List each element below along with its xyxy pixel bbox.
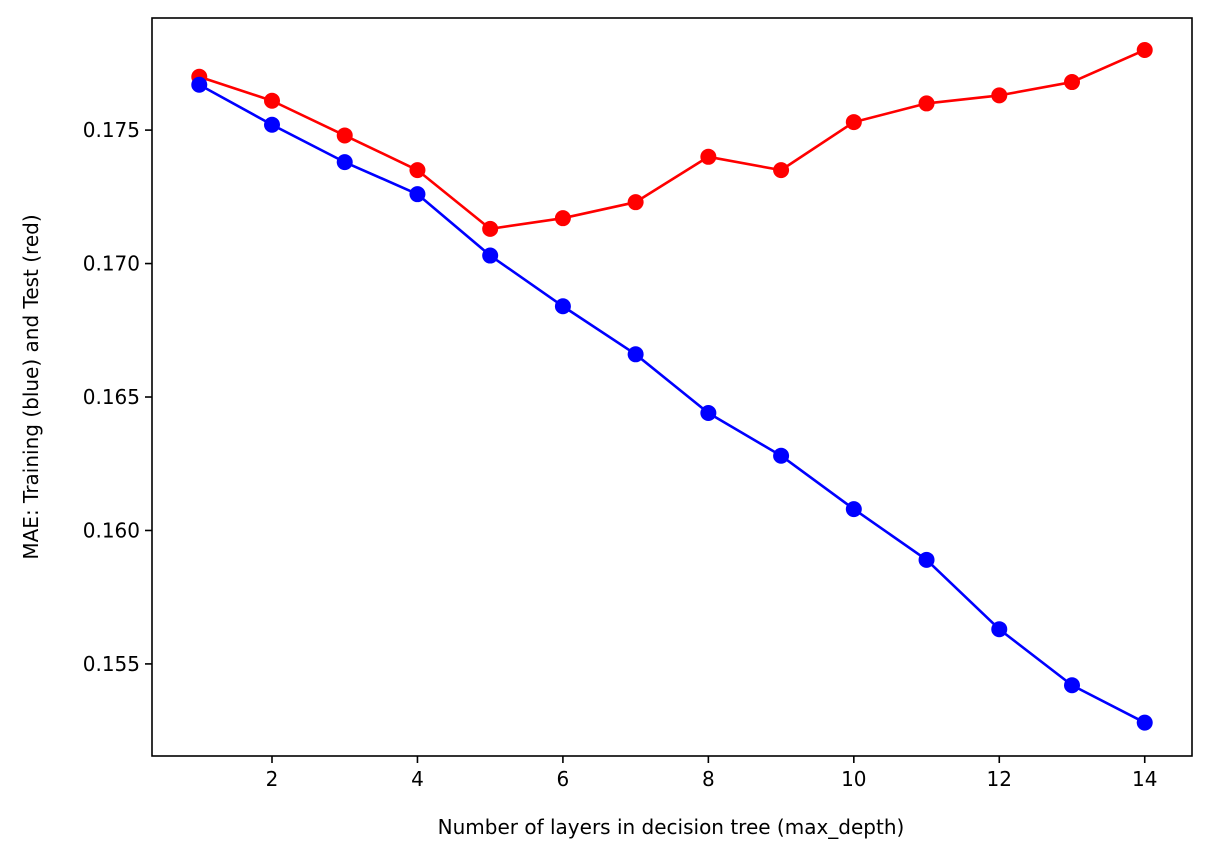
series-1	[191, 76, 1153, 731]
data-point	[773, 162, 790, 179]
x-tick-label: 12	[987, 767, 1012, 791]
data-point	[1136, 42, 1153, 59]
data-point	[336, 127, 353, 144]
data-point	[191, 76, 208, 93]
data-point	[482, 220, 499, 237]
x-axis-label: Number of layers in decision tree (max_d…	[438, 815, 905, 839]
x-tick-label: 8	[702, 767, 715, 791]
data-point	[1064, 74, 1080, 91]
y-tick-label: 0.175	[83, 118, 140, 142]
x-tick-label: 4	[411, 767, 424, 791]
y-tick-label: 0.160	[83, 518, 140, 542]
data-point	[700, 405, 717, 422]
data-point	[773, 447, 790, 464]
data-point	[845, 114, 862, 131]
series-0	[191, 42, 1153, 237]
data-point	[700, 148, 717, 165]
data-point	[1064, 677, 1080, 694]
data-point	[482, 247, 499, 264]
data-point	[336, 154, 353, 171]
plot-frame	[151, 17, 1193, 757]
data-point	[991, 621, 1008, 638]
series-line	[198, 48, 1146, 231]
data-point	[1136, 714, 1153, 731]
y-axis-label: MAE: Training (blue) and Test (red)	[19, 214, 43, 559]
data-point	[409, 162, 426, 179]
y-axis: 0.155 0.160 0.165 0.170 0.175	[83, 118, 152, 676]
data-point	[264, 92, 280, 109]
data-point	[918, 95, 935, 112]
x-tick-label: 10	[841, 767, 866, 791]
data-point	[409, 186, 426, 203]
data-point	[627, 194, 644, 211]
x-tick-label: 14	[1132, 767, 1157, 791]
data-point	[554, 210, 571, 227]
data-point	[264, 116, 280, 133]
x-tick-label: 2	[266, 767, 279, 791]
series-layer	[191, 42, 1153, 731]
x-axis: 2 4 6 8 10 12 14	[266, 756, 1157, 791]
data-point	[554, 298, 571, 315]
data-point	[991, 87, 1008, 104]
data-point	[845, 501, 862, 518]
plot-background	[152, 18, 1192, 756]
data-point	[627, 346, 644, 363]
y-tick-label: 0.170	[83, 252, 140, 276]
x-tick-label: 6	[557, 767, 570, 791]
y-tick-label: 0.165	[83, 385, 140, 409]
series-line	[198, 83, 1146, 724]
data-point	[918, 551, 935, 568]
y-tick-label: 0.155	[83, 652, 140, 676]
